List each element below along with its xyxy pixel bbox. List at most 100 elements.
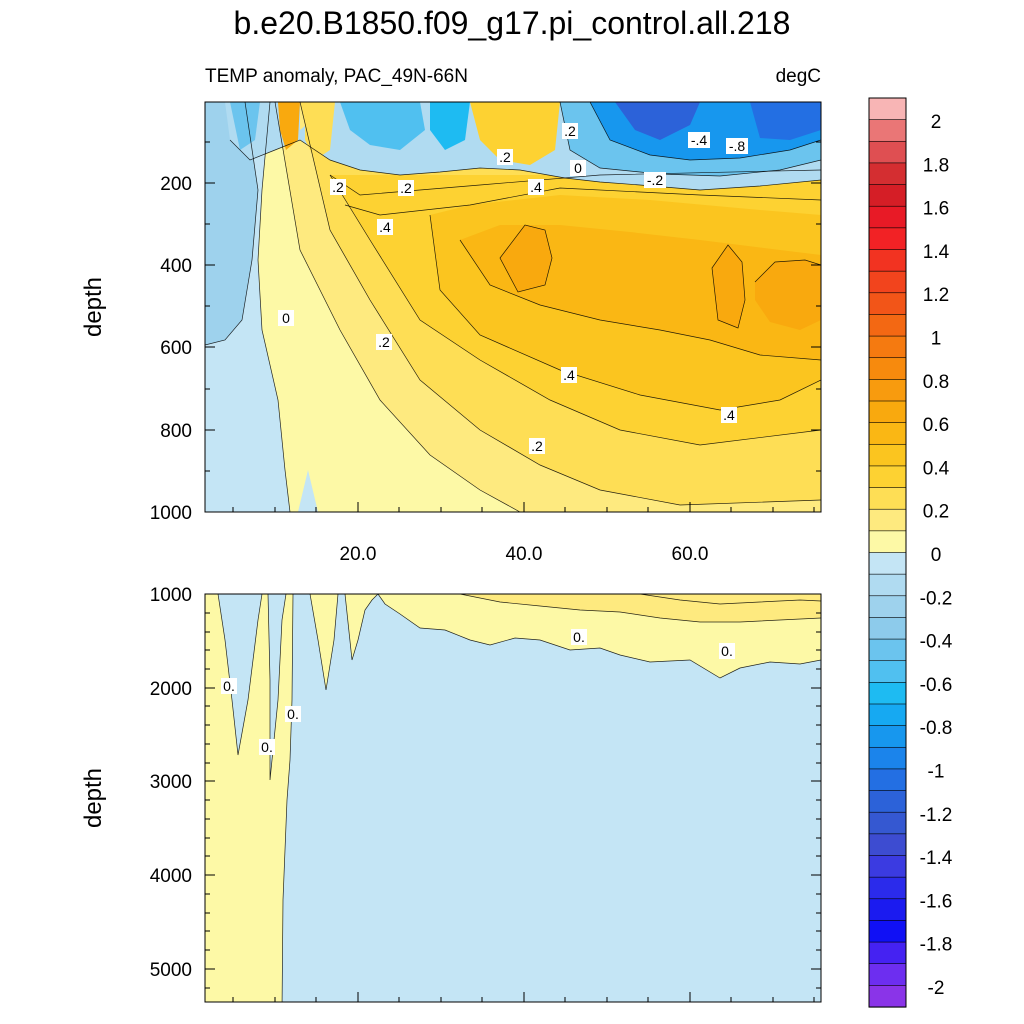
svg-text:.2: .2: [564, 123, 576, 139]
colorbar-box: [868, 682, 907, 705]
colorbar-box: [868, 508, 907, 532]
colorbar-box: [868, 963, 907, 986]
upper-contour-labels: .2 .2 .2 .4 0 .2 .4 -.4 -.8 -.2 0 .2 .4 …: [278, 123, 748, 454]
colorbar-box: [868, 443, 907, 467]
colorbar-label: 1.2: [923, 285, 949, 306]
colorbar-box: [868, 573, 907, 597]
upper-y-tick-label: 600: [160, 338, 192, 359]
contour-label: .2: [376, 334, 392, 350]
svg-text:0.: 0.: [287, 706, 299, 722]
contour-label: .4: [721, 407, 737, 423]
colorbar-box: [868, 833, 907, 857]
contour-label: .2: [330, 179, 346, 195]
colorbar-box: [868, 703, 907, 727]
colorbar-box: [868, 811, 907, 835]
svg-text:0.: 0.: [573, 629, 585, 645]
colorbar-label: -0.8: [920, 718, 953, 739]
upper-surface-neg-5: [750, 102, 821, 140]
colorbar-label: -0.2: [920, 588, 953, 609]
svg-text:.2: .2: [378, 334, 390, 350]
colorbar-box: [868, 292, 907, 316]
contour-label: 0.: [259, 739, 275, 755]
upper-core-3: [755, 260, 821, 330]
colorbar-label: 0.6: [923, 415, 949, 436]
upper-core-2: [712, 245, 745, 328]
colorbar-box: [868, 876, 907, 900]
colorbar-box: [868, 746, 907, 770]
lower-y-tick-label: 2000: [150, 679, 192, 700]
colorbar-label: 0.2: [923, 502, 949, 523]
contour-label: 0: [278, 310, 294, 326]
upper-y-tick-label: 200: [160, 174, 192, 195]
colorbar-box: [868, 357, 907, 380]
upper-y-tick-label: 400: [160, 256, 192, 277]
x-tick-label: 40.0: [506, 544, 543, 565]
lower-fill-pos-east-2: [460, 594, 821, 622]
colorbar-box: [868, 487, 907, 510]
colorbar-box: [868, 465, 907, 489]
colorbar-box: [868, 270, 907, 294]
upper-x-ticks: [232, 502, 815, 512]
svg-text:.2: .2: [531, 438, 543, 454]
lower-y-tick-label: 5000: [150, 960, 192, 981]
colorbar-label: -0.4: [920, 632, 953, 653]
upper-deep-neg-2: [255, 480, 266, 512]
colorbar-box: [868, 985, 907, 1008]
contour-label: -.2: [644, 172, 666, 188]
chart-title: b.e20.B1850.f09_g17.pi_control.all.218: [234, 5, 791, 41]
upper-deep-neg: [205, 470, 216, 512]
upper-surface-neg-8: [230, 102, 260, 150]
colorbar-box: [868, 768, 907, 792]
colorbar-outline: [868, 97, 907, 1008]
colorbar-label: -2: [928, 978, 945, 999]
contour-label: 0.: [719, 643, 735, 659]
upper-surface-pos: [278, 102, 300, 150]
colorbar-box: [868, 660, 907, 683]
lower-y-axis: [205, 612, 821, 989]
contour-label: 0: [570, 160, 586, 176]
colorbar-box: [868, 595, 907, 619]
svg-text:.2: .2: [332, 179, 344, 195]
colorbar-label: 1: [931, 329, 942, 350]
svg-text:0.: 0.: [721, 643, 733, 659]
chart-subtitle: TEMP anomaly, PAC_49N-66N: [205, 66, 468, 87]
colorbar-box: [868, 617, 907, 640]
svg-text:.4: .4: [530, 179, 542, 195]
svg-text:.4: .4: [563, 367, 575, 383]
lower-contour-lines: [217, 594, 821, 1002]
x-tick-label: 20.0: [340, 544, 377, 565]
colorbar-label: 0.4: [923, 458, 950, 479]
upper-y-tick-label: 800: [160, 421, 192, 442]
upper-y-tick-label: 1000: [150, 503, 192, 524]
colorbar-box: [868, 552, 907, 575]
upper-surface-neg-6: [340, 102, 425, 150]
contour-label: .2: [497, 149, 513, 165]
colorbar-box: [868, 119, 907, 142]
colorbar-box: [868, 97, 907, 121]
colorbar-label: 1.6: [923, 199, 949, 220]
upper-core-1: [500, 225, 552, 292]
colorbar-box: [868, 335, 907, 359]
colorbar-box: [868, 920, 907, 943]
colorbar-labels: 2 1.8 1.6 1.4 1.2 1 0.8 0.6 0.4 0.2 0 -0.2 -0.4 -0.6 -…: [920, 112, 953, 999]
svg-text:.4: .4: [723, 407, 735, 423]
colorbar-label: -0.6: [920, 675, 953, 696]
lower-fill-pos-mid: [300, 594, 378, 690]
lower-y-tick-label: 3000: [150, 772, 192, 793]
upper-surface-pos-2: [470, 102, 560, 165]
contour-label: .2: [398, 180, 414, 196]
colorbar-box: [868, 790, 907, 813]
colorbar-box: [868, 725, 907, 748]
contour-label: 0.: [285, 706, 301, 722]
colorbar-box: [868, 638, 907, 662]
lower-plot-frame: [204, 593, 822, 1003]
contour-label: 0.: [221, 678, 237, 694]
colorbar: 2 1.8 1.6 1.4 1.2 1 0.8 0.6 0.4 0.2 0 -0.2 -0.4 -0.6 -…: [868, 97, 953, 1008]
contour-label: -.8: [726, 138, 748, 154]
svg-text:0.: 0.: [261, 739, 273, 755]
contour-label: .4: [561, 367, 577, 383]
colorbar-box: [868, 314, 907, 337]
colorbar-box: [868, 898, 907, 922]
svg-text:.4: .4: [379, 219, 391, 235]
